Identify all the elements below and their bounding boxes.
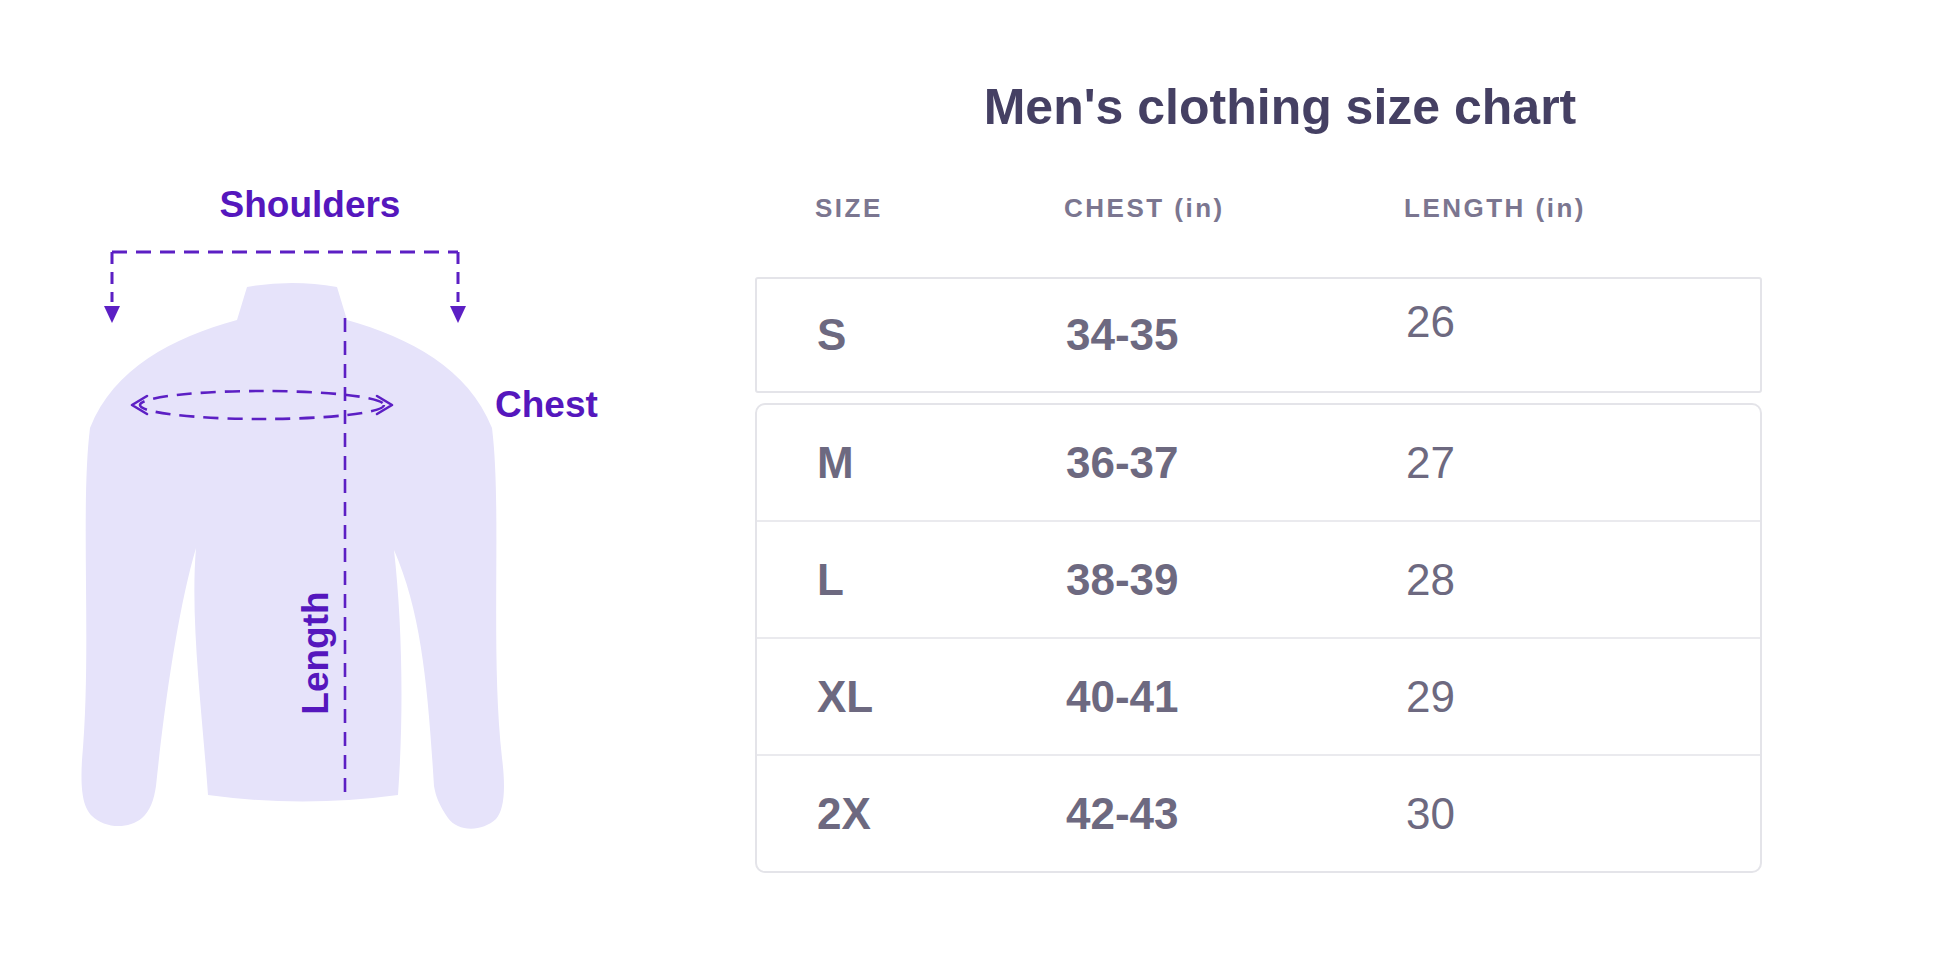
size-value: L — [817, 555, 1066, 605]
size-value: XL — [817, 672, 1066, 722]
length-value: 27 — [1406, 438, 1760, 488]
column-header-length: LENGTH (in) — [1404, 193, 1762, 224]
page-title: Men's clothing size chart — [755, 78, 1805, 136]
table-row-l: L 38-39 28 — [757, 520, 1760, 637]
chest-value: 42-43 — [1066, 789, 1406, 839]
chest-value: 38-39 — [1066, 555, 1406, 605]
length-value: 29 — [1406, 672, 1760, 722]
table-box-remaining-rows: M 36-37 27 L 38-39 28 XL 40-41 29 2X 42-… — [755, 403, 1762, 873]
table-row-m: M 36-37 27 — [757, 405, 1760, 520]
shoulders-label: Shoulders — [180, 184, 440, 226]
size-value: 2X — [817, 789, 1066, 839]
table-row-s: S 34-35 26 — [757, 279, 1760, 391]
size-value: S — [817, 310, 1066, 360]
chest-value: 34-35 — [1066, 310, 1406, 360]
chest-value: 40-41 — [1066, 672, 1406, 722]
table-box-first-row: S 34-35 26 — [755, 277, 1762, 393]
chest-value: 36-37 — [1066, 438, 1406, 488]
shoulders-arrowhead-right — [450, 306, 466, 323]
size-chart-page: Shoulders Chest Length Men's clothing si… — [0, 0, 1946, 977]
column-header-size: SIZE — [815, 193, 1064, 224]
table-row-2x: 2X 42-43 30 — [757, 754, 1760, 871]
length-value: 28 — [1406, 555, 1760, 605]
shirt-shape — [81, 283, 504, 829]
table-row-xl: XL 40-41 29 — [757, 637, 1760, 754]
shoulders-arrowhead-left — [104, 306, 120, 323]
length-label: Length — [294, 573, 338, 733]
size-value: M — [817, 438, 1066, 488]
shirt-illustration — [30, 150, 670, 870]
chest-label: Chest — [495, 384, 598, 426]
shirt-measurement-diagram: Shoulders Chest Length — [0, 0, 700, 977]
length-value: 26 — [1406, 297, 1760, 347]
column-header-chest: CHEST (in) — [1064, 193, 1404, 224]
length-value: 30 — [1406, 789, 1760, 839]
table-header-row: SIZE CHEST (in) LENGTH (in) — [755, 185, 1762, 231]
